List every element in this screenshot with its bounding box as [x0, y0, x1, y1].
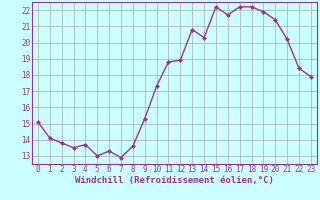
X-axis label: Windchill (Refroidissement éolien,°C): Windchill (Refroidissement éolien,°C) — [75, 176, 274, 185]
